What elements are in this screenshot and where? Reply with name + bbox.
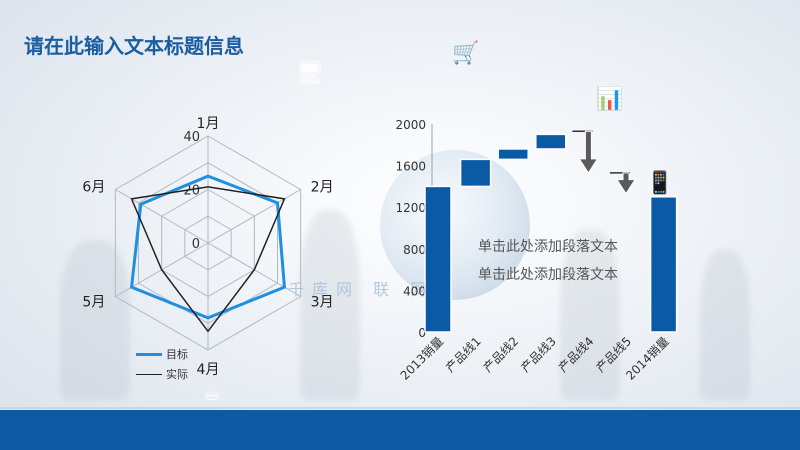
watermark-text: 千库网 联 网 (288, 280, 435, 299)
globe-image (380, 150, 530, 300)
y-tick-label: 0 (418, 326, 426, 340)
y-tick-label: 1600 (395, 160, 426, 174)
waterfall-bar (535, 133, 567, 150)
radar-legend: 目标 实际 (136, 344, 188, 384)
computer-deco-icon: 🖥 (296, 60, 324, 85)
waterfall-bar (459, 158, 492, 188)
legend-item-actual: 实际 (136, 364, 188, 384)
x-tick-label: 2013销量 (398, 334, 446, 382)
cart-deco-icon: 🛒 (452, 40, 480, 65)
footer-divider (0, 407, 800, 409)
y-tick-label: 800 (403, 243, 426, 257)
coffee-deco-icon: ☕ (202, 380, 222, 405)
phone-deco-icon: 📱 (646, 170, 674, 195)
radar-category-label: 6月 (82, 180, 105, 196)
y-tick-label: 400 (403, 284, 426, 298)
y-tick-label: 2000 (395, 118, 426, 132)
people-silhouette (560, 230, 620, 400)
people-silhouette (60, 240, 130, 400)
radar-category-label: 1月 (197, 116, 220, 132)
legend-item-target: 目标 (136, 344, 188, 364)
x-tick-label: 产品线3 (518, 334, 559, 375)
waterfall-decrease-arrow (616, 172, 636, 195)
people-silhouette (700, 250, 750, 400)
waterfall-bar (649, 196, 678, 333)
waterfall-bar (497, 148, 529, 161)
x-tick-label: 产品线2 (481, 334, 522, 375)
radar-tick-label: 40 (183, 130, 200, 145)
radar-category-label: 5月 (82, 295, 105, 311)
x-tick-label: 产品线1 (443, 334, 484, 375)
radar-category-label: 3月 (311, 295, 334, 311)
legend-label-actual: 实际 (166, 368, 188, 381)
footer-band (0, 410, 800, 450)
paragraph-placeholder-1[interactable]: 单击此处添加段落文本 (478, 239, 618, 255)
legend-swatch-actual (136, 373, 162, 375)
screen-deco-icon: 📊 (596, 86, 624, 111)
paragraph-placeholder-2[interactable]: 单击此处添加段落文本 (478, 267, 618, 283)
x-tick-label: 产品线4 (556, 334, 597, 375)
radar-category-label: 4月 (197, 362, 220, 378)
y-tick-label: 1200 (395, 201, 426, 215)
legend-label-target: 目标 (166, 348, 188, 361)
radar-tick-label: 0 (192, 237, 200, 252)
radar-tick-label: 20 (183, 184, 200, 199)
legend-swatch-target (136, 352, 162, 356)
radar-category-label: 2月 (311, 180, 334, 196)
slide-title: 请在此输入文本标题信息 (24, 34, 244, 58)
waterfall-decrease-arrow (578, 130, 599, 174)
people-silhouette (300, 210, 360, 400)
waterfall-bar (424, 185, 452, 333)
